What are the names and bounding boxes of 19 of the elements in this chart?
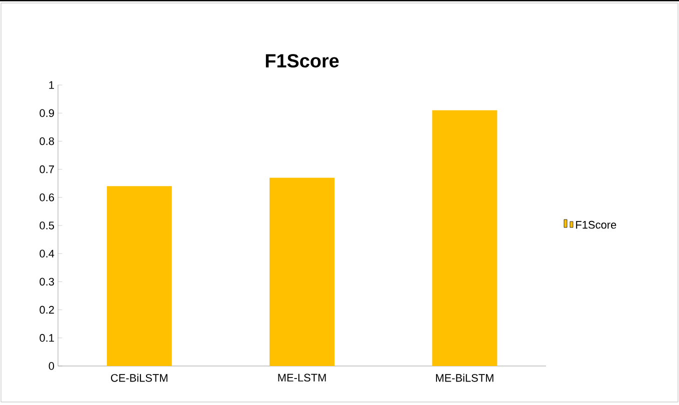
- y-tick-label: 0.3: [40, 278, 54, 286]
- y-tick-label: 0.8: [40, 137, 54, 146]
- bar: [106, 186, 172, 366]
- y-tick-label: 0.5: [40, 222, 54, 230]
- y-tick-label: 0.9: [40, 109, 54, 117]
- y-tick-label: 0: [48, 362, 54, 370]
- y-tick-label: 0.6: [40, 194, 54, 202]
- x-tick-label: ME-LSTM: [278, 374, 326, 382]
- x-tick-label: CE-BiLSTM: [110, 374, 168, 382]
- bar: [432, 110, 498, 366]
- y-tick-label: 0.2: [40, 306, 54, 314]
- legend-label: F1Score: [576, 220, 616, 229]
- y-tick-label: 0.4: [40, 250, 54, 258]
- chart-title: F1Score: [266, 54, 339, 68]
- y-tick-label: 0.7: [40, 165, 54, 174]
- bar: [270, 178, 335, 366]
- x-tick-label: ME-BiLSTM: [436, 374, 494, 382]
- y-tick-label: 1: [49, 81, 54, 89]
- y-tick-label: 0.1: [40, 334, 54, 342]
